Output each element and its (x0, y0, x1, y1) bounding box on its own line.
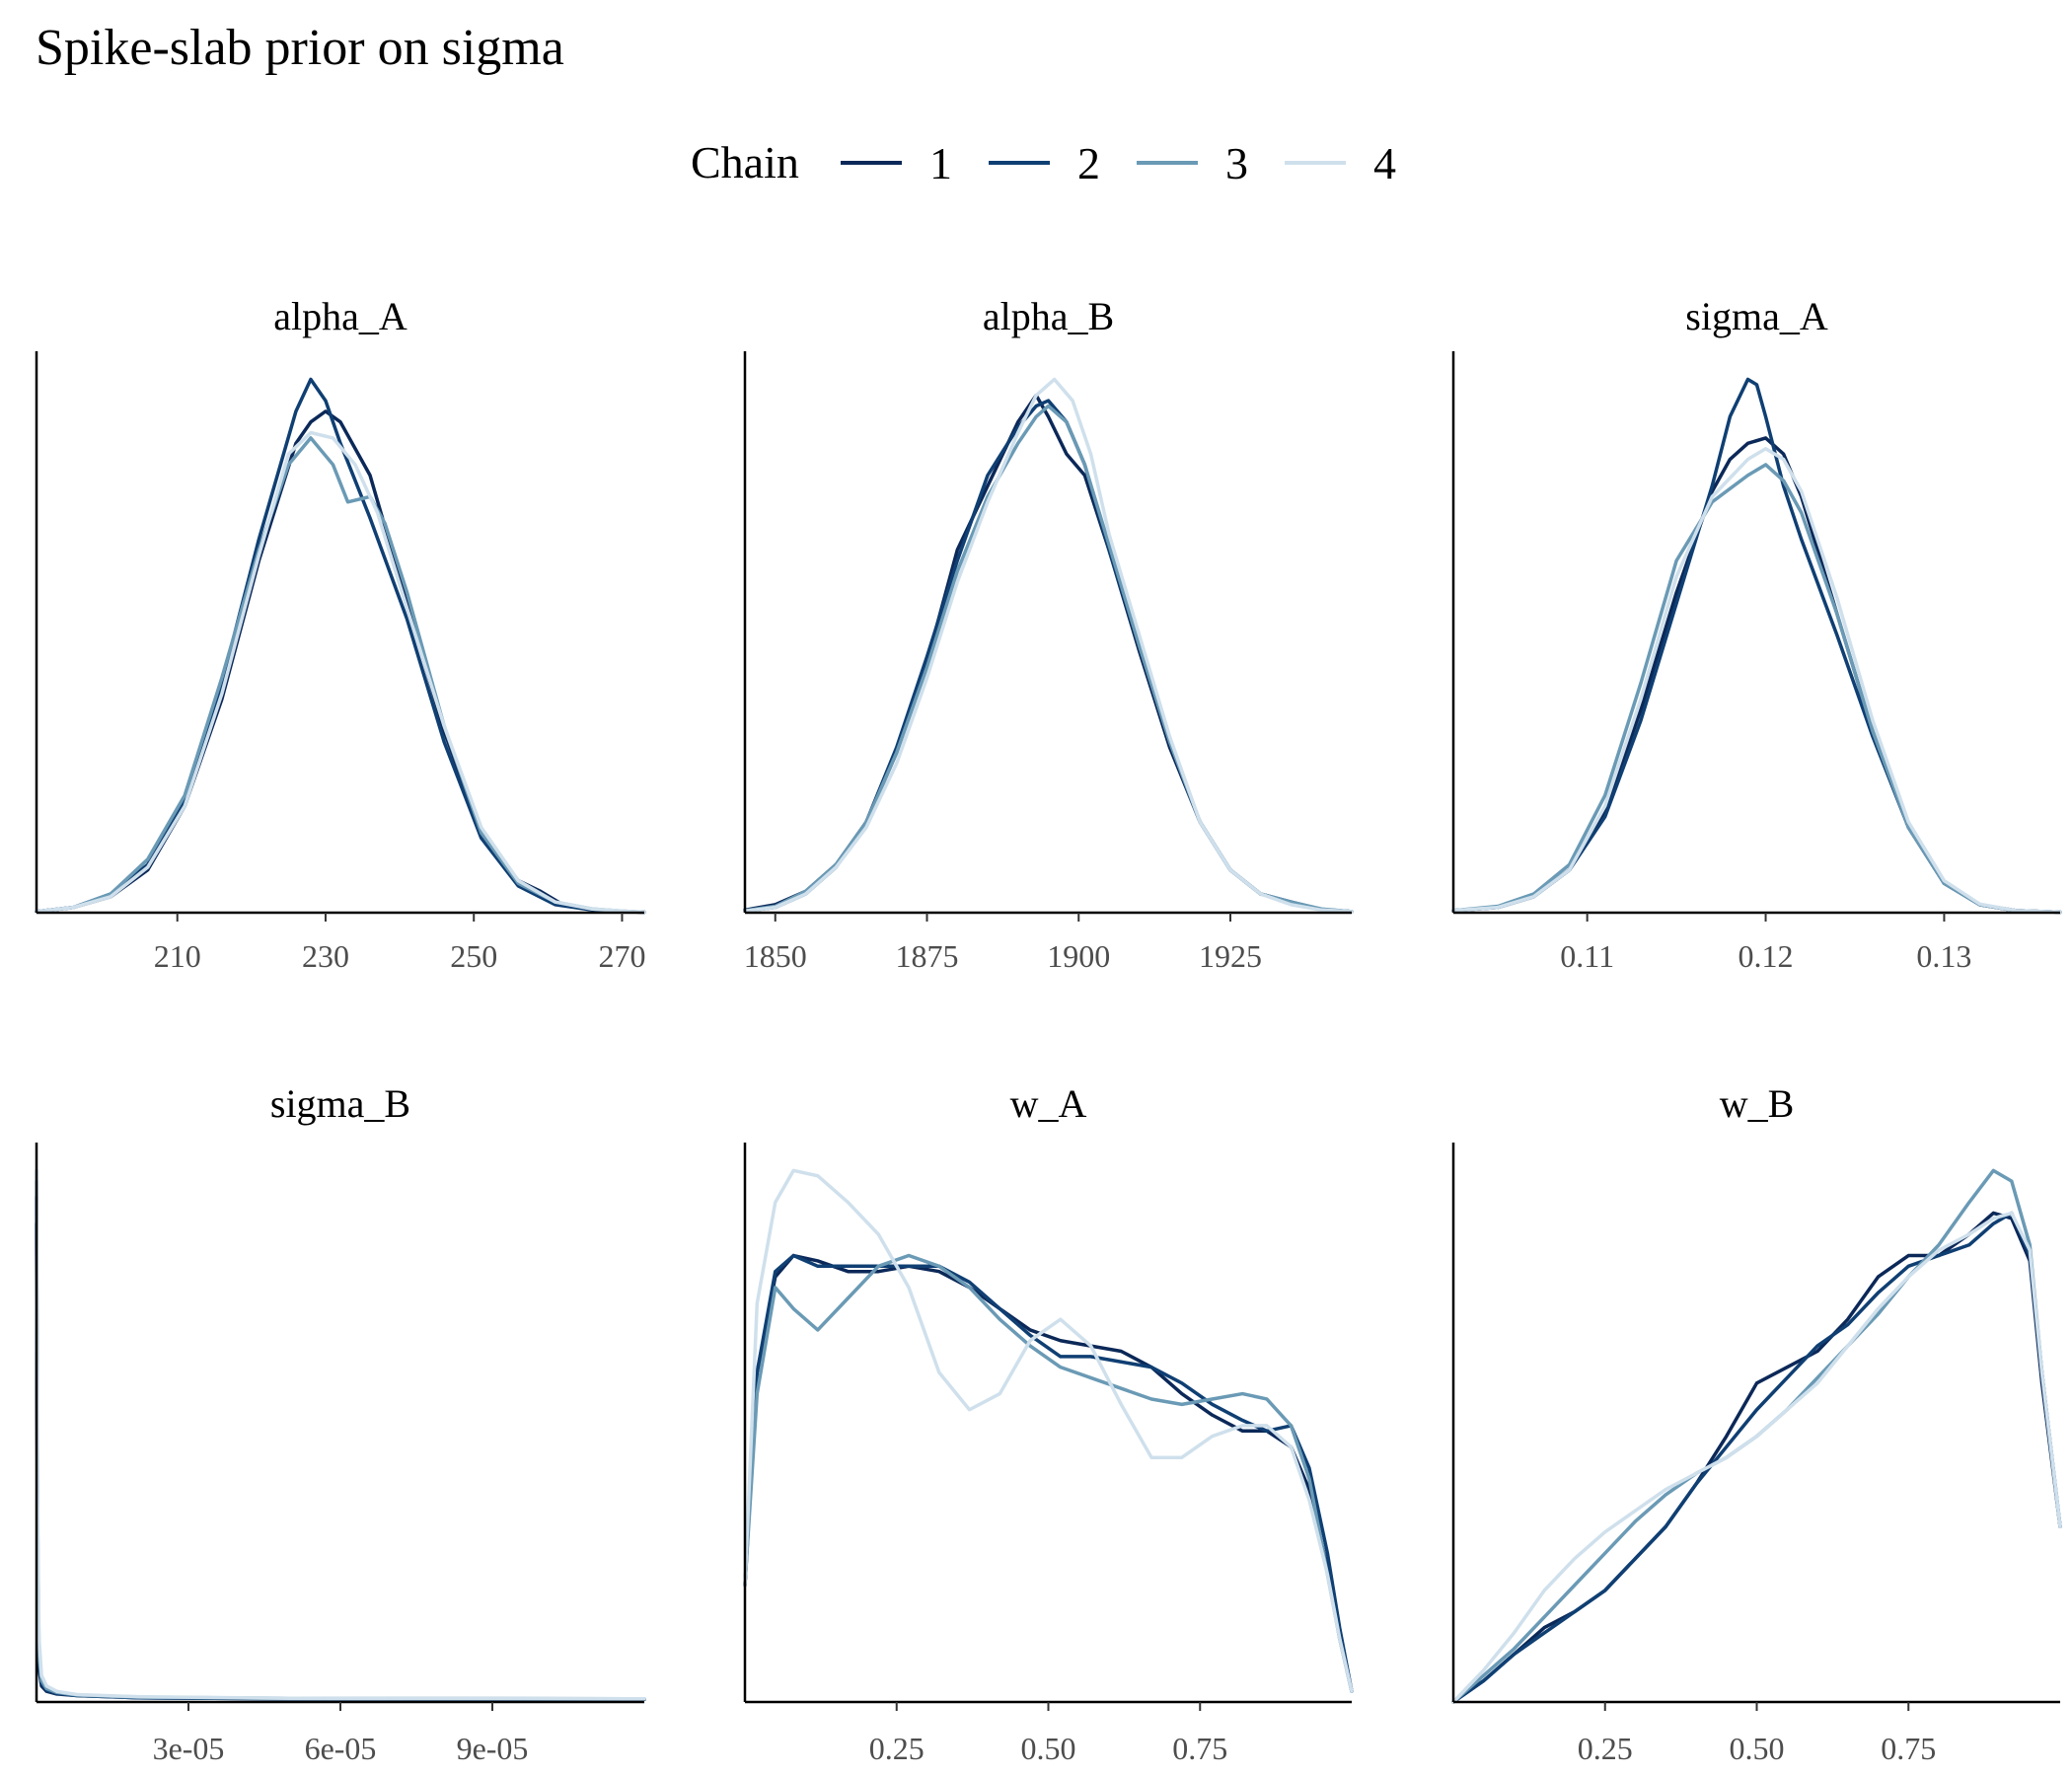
chart-title: Spike-slab prior on sigma (36, 20, 564, 76)
density-line-sigma_A-chain-4 (1451, 446, 2062, 915)
x-tick-label-alpha_B-3: 1925 (1199, 938, 1262, 974)
density-line-sigma_A-chain-2 (1451, 377, 2062, 915)
density-line-sigma_A-chain-1 (1451, 436, 2062, 915)
facet-sigma_B: sigma_B 3e-05 6e-05 9e-05 (35, 1081, 646, 1766)
x-tick-label-sigma_A-2: 0.13 (1916, 938, 1971, 974)
x-tick-label-sigma_B-1: 6e-05 (305, 1731, 377, 1766)
legend-label-chain-1: 1 (929, 138, 952, 188)
x-tick-label-sigma_B-2: 9e-05 (457, 1731, 529, 1766)
density-line-alpha_B-chain-3 (743, 404, 1354, 914)
legend-label-chain-3: 3 (1225, 138, 1248, 188)
density-line-sigma_B-chain-2 (35, 1195, 646, 1702)
x-tick-label-w_A-1: 0.50 (1021, 1731, 1076, 1766)
density-line-w_B-chain-2 (1451, 1211, 2062, 1704)
density-line-sigma_B-chain-4 (35, 1168, 646, 1701)
x-tick-label-w_A-2: 0.75 (1172, 1731, 1227, 1766)
legend: Chain 1 2 3 4 (691, 137, 1396, 188)
density-line-alpha_B-chain-4 (743, 377, 1354, 914)
density-line-sigma_A-chain-3 (1451, 463, 2062, 915)
facet-title-w_B: w_B (1720, 1081, 1795, 1126)
facet-w_A: w_A 0.25 0.50 0.75 (743, 1081, 1354, 1766)
density-line-alpha_B-chain-1 (743, 393, 1354, 914)
facet-title-alpha_B: alpha_B (983, 294, 1114, 338)
facet-sigma_A: sigma_A 0.11 0.12 0.13 (1451, 294, 2062, 974)
x-tick-label-sigma_A-1: 0.12 (1739, 938, 1794, 974)
x-tick-label-w_B-0: 0.25 (1578, 1731, 1633, 1766)
x-tick-label-sigma_A-0: 0.11 (1560, 938, 1614, 974)
facet-title-w_A: w_A (1010, 1081, 1087, 1126)
facet-title-alpha_A: alpha_A (273, 294, 407, 338)
density-line-w_A-chain-4 (743, 1168, 1354, 1693)
density-line-alpha_A-chain-4 (35, 430, 646, 915)
facet-title-sigma_A: sigma_A (1685, 294, 1828, 338)
facet-title-sigma_B: sigma_B (270, 1081, 410, 1126)
density-line-w_B-chain-4 (1451, 1211, 2062, 1704)
density-line-alpha_B-chain-2 (743, 399, 1354, 914)
density-line-alpha_A-chain-3 (35, 436, 646, 915)
facet-alpha_B: alpha_B 1850 1875 1900 1925 (743, 294, 1354, 974)
x-tick-label-sigma_B-0: 3e-05 (153, 1731, 225, 1766)
density-line-w_A-chain-3 (743, 1253, 1354, 1693)
density-line-sigma_B-chain-1 (35, 1221, 646, 1702)
legend-title: Chain (691, 137, 799, 187)
legend-label-chain-2: 2 (1077, 138, 1100, 188)
facet-w_B: w_B 0.25 0.50 0.75 (1451, 1081, 2062, 1766)
density-line-w_A-chain-2 (743, 1253, 1354, 1693)
density-line-alpha_A-chain-2 (35, 377, 646, 915)
x-tick-label-alpha_B-2: 1900 (1047, 938, 1110, 974)
x-tick-label-w_A-0: 0.25 (869, 1731, 925, 1766)
x-tick-label-alpha_A-1: 230 (302, 938, 349, 974)
density-line-w_B-chain-1 (1451, 1211, 2062, 1704)
facet-alpha_A: alpha_A 210 230 250 270 (35, 294, 646, 974)
x-tick-label-alpha_A-3: 270 (598, 938, 645, 974)
x-tick-label-w_B-1: 0.50 (1730, 1731, 1785, 1766)
x-tick-label-alpha_A-0: 210 (154, 938, 201, 974)
x-tick-label-alpha_A-2: 250 (450, 938, 497, 974)
legend-label-chain-4: 4 (1373, 138, 1396, 188)
x-tick-label-w_B-2: 0.75 (1881, 1731, 1936, 1766)
x-tick-label-alpha_B-1: 1875 (896, 938, 959, 974)
density-line-sigma_B-chain-3 (35, 1179, 646, 1701)
x-tick-label-alpha_B-0: 1850 (744, 938, 807, 974)
density-line-w_A-chain-1 (743, 1253, 1354, 1693)
facet-panels: alpha_A 210 230 250 270 alpha_B 1850 1875 1900 19… (35, 294, 2062, 1766)
